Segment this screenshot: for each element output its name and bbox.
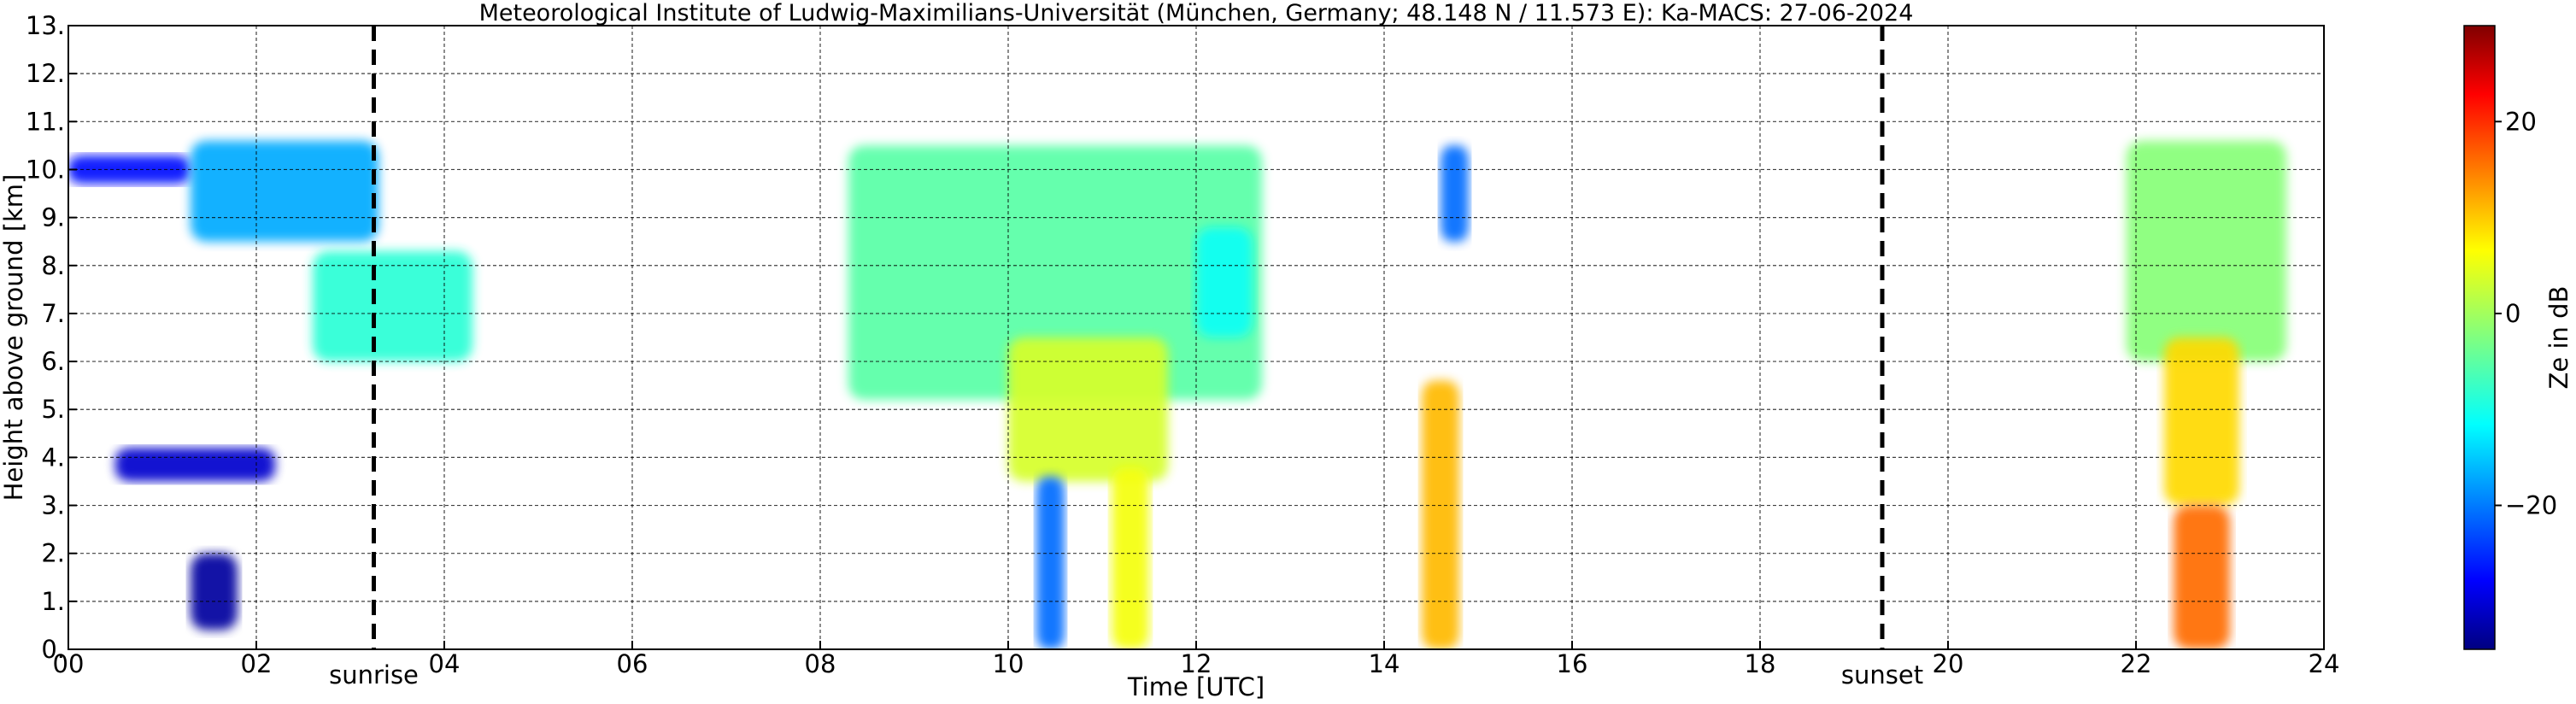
x-tick-label: 08 bbox=[805, 649, 836, 678]
x-tick-label: 24 bbox=[2309, 649, 2340, 678]
y-tick-label: 0. bbox=[41, 635, 65, 664]
colorbar-ticks: 20 0 −20 bbox=[2495, 107, 2557, 520]
y-tick-label: 4. bbox=[41, 443, 65, 472]
y-tick-label: 3. bbox=[41, 491, 65, 520]
y-tick-label: 8. bbox=[41, 251, 65, 280]
sunset-label: sunset bbox=[1841, 660, 1923, 689]
x-tick-label: 10 bbox=[993, 649, 1024, 678]
echo-region bbox=[191, 553, 238, 631]
x-tick-label: 04 bbox=[429, 649, 461, 678]
grid-lines bbox=[68, 26, 2324, 649]
x-tick-label: 12 bbox=[1181, 649, 1212, 678]
x-tick-label: 16 bbox=[1557, 649, 1588, 678]
x-axis-ticks: 00 02 04 06 08 10 12 14 16 18 20 22 24 bbox=[53, 641, 2340, 678]
x-tick-label: 06 bbox=[617, 649, 648, 678]
echo-region bbox=[1112, 466, 1149, 649]
x-tick-label: 14 bbox=[1369, 649, 1400, 678]
y-tick-label: 6. bbox=[41, 347, 65, 376]
chart-title: Meteorological Institute of Ludwig-Maxim… bbox=[479, 0, 1914, 26]
sunrise-label: sunrise bbox=[329, 660, 419, 689]
x-axis-label: Time [UTC] bbox=[1127, 672, 1265, 701]
echo-region bbox=[191, 140, 378, 242]
y-tick-label: 11. bbox=[26, 107, 65, 136]
echo-region bbox=[2174, 505, 2230, 649]
echo-region bbox=[313, 250, 472, 362]
echo-region bbox=[2164, 337, 2239, 506]
y-tick-label: 7. bbox=[41, 299, 65, 328]
y-tick-label: 10. bbox=[26, 155, 65, 184]
x-tick-label: 20 bbox=[1933, 649, 1964, 678]
y-tick-label: 13. bbox=[26, 11, 65, 40]
x-tick-label: 02 bbox=[241, 649, 273, 678]
echo-region bbox=[2127, 140, 2286, 362]
echo-region bbox=[848, 145, 1262, 400]
y-tick-label: 9. bbox=[41, 203, 65, 232]
echo-region bbox=[1196, 226, 1253, 337]
x-tick-label: 22 bbox=[2121, 649, 2152, 678]
colorbar bbox=[2463, 25, 2496, 650]
x-tick-label: 18 bbox=[1745, 649, 1776, 678]
echo-region bbox=[115, 448, 275, 482]
x-tick-label: 00 bbox=[53, 649, 85, 678]
colorbar-tick-label: 0 bbox=[2505, 299, 2520, 328]
echo-region bbox=[1441, 145, 1469, 242]
sun-markers: sunrise sunset bbox=[329, 26, 1923, 689]
y-axis-label: Height above ground [km] bbox=[0, 174, 28, 502]
y-tick-label: 1. bbox=[41, 587, 65, 616]
radar-echoes bbox=[68, 140, 2286, 649]
colorbar-tick-label: −20 bbox=[2505, 491, 2557, 520]
y-tick-label: 2. bbox=[41, 539, 65, 568]
y-axis-ticks: 0. 1. 2. 3. 4. 5. 6. 7. 8. 9. 10. 11. 12. 13. bbox=[26, 11, 77, 664]
y-tick-label: 12. bbox=[26, 59, 65, 88]
colorbar-label: Ze in dB bbox=[2544, 286, 2573, 390]
echo-region bbox=[1036, 476, 1065, 649]
y-tick-label: 5. bbox=[41, 395, 65, 424]
colorbar-tick-label: 20 bbox=[2505, 107, 2537, 136]
echo-region bbox=[1422, 380, 1459, 649]
